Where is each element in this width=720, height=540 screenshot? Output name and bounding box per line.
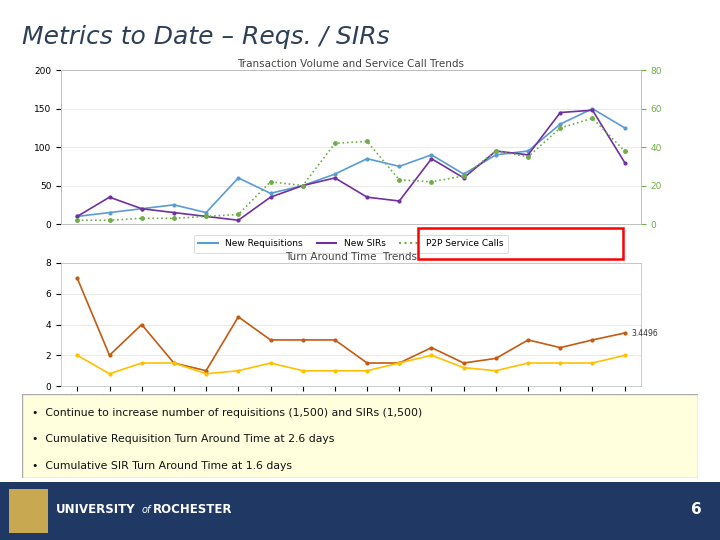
Legend: New Requisitions, New SIRs, P2P Service Calls: New Requisitions, New SIRs, P2P Service … [194, 234, 508, 253]
Bar [9, 489, 48, 533]
Text: of: of [141, 505, 150, 515]
Text: Metrics to Date – Reqs. / SIRs: Metrics to Date – Reqs. / SIRs [22, 25, 390, 49]
Text: •  Continue to increase number of requisitions (1,500) and SIRs (1,500): • Continue to increase number of requisi… [32, 408, 422, 417]
Text: •  Cumulative SIR Turn Around Time at 1.6 days: • Cumulative SIR Turn Around Time at 1.6… [32, 461, 292, 471]
Text: 3.4496: 3.4496 [631, 328, 658, 338]
Text: •  Cumulative Requisition Turn Around Time at 2.6 days: • Cumulative Requisition Turn Around Tim… [32, 434, 334, 444]
Title: Transaction Volume and Service Call Trends: Transaction Volume and Service Call Tren… [238, 59, 464, 70]
Text: ROCHESTER: ROCHESTER [153, 503, 233, 516]
Text: UNIVERSITY: UNIVERSITY [56, 503, 136, 516]
Title: Turn Around Time  Trends: Turn Around Time Trends [285, 252, 417, 262]
Text: 6: 6 [691, 502, 702, 517]
Legend: Requisition Turnaround Time, SIR Turnaround Time: Requisition Turnaround Time, SIR Turnaro… [145, 440, 418, 456]
